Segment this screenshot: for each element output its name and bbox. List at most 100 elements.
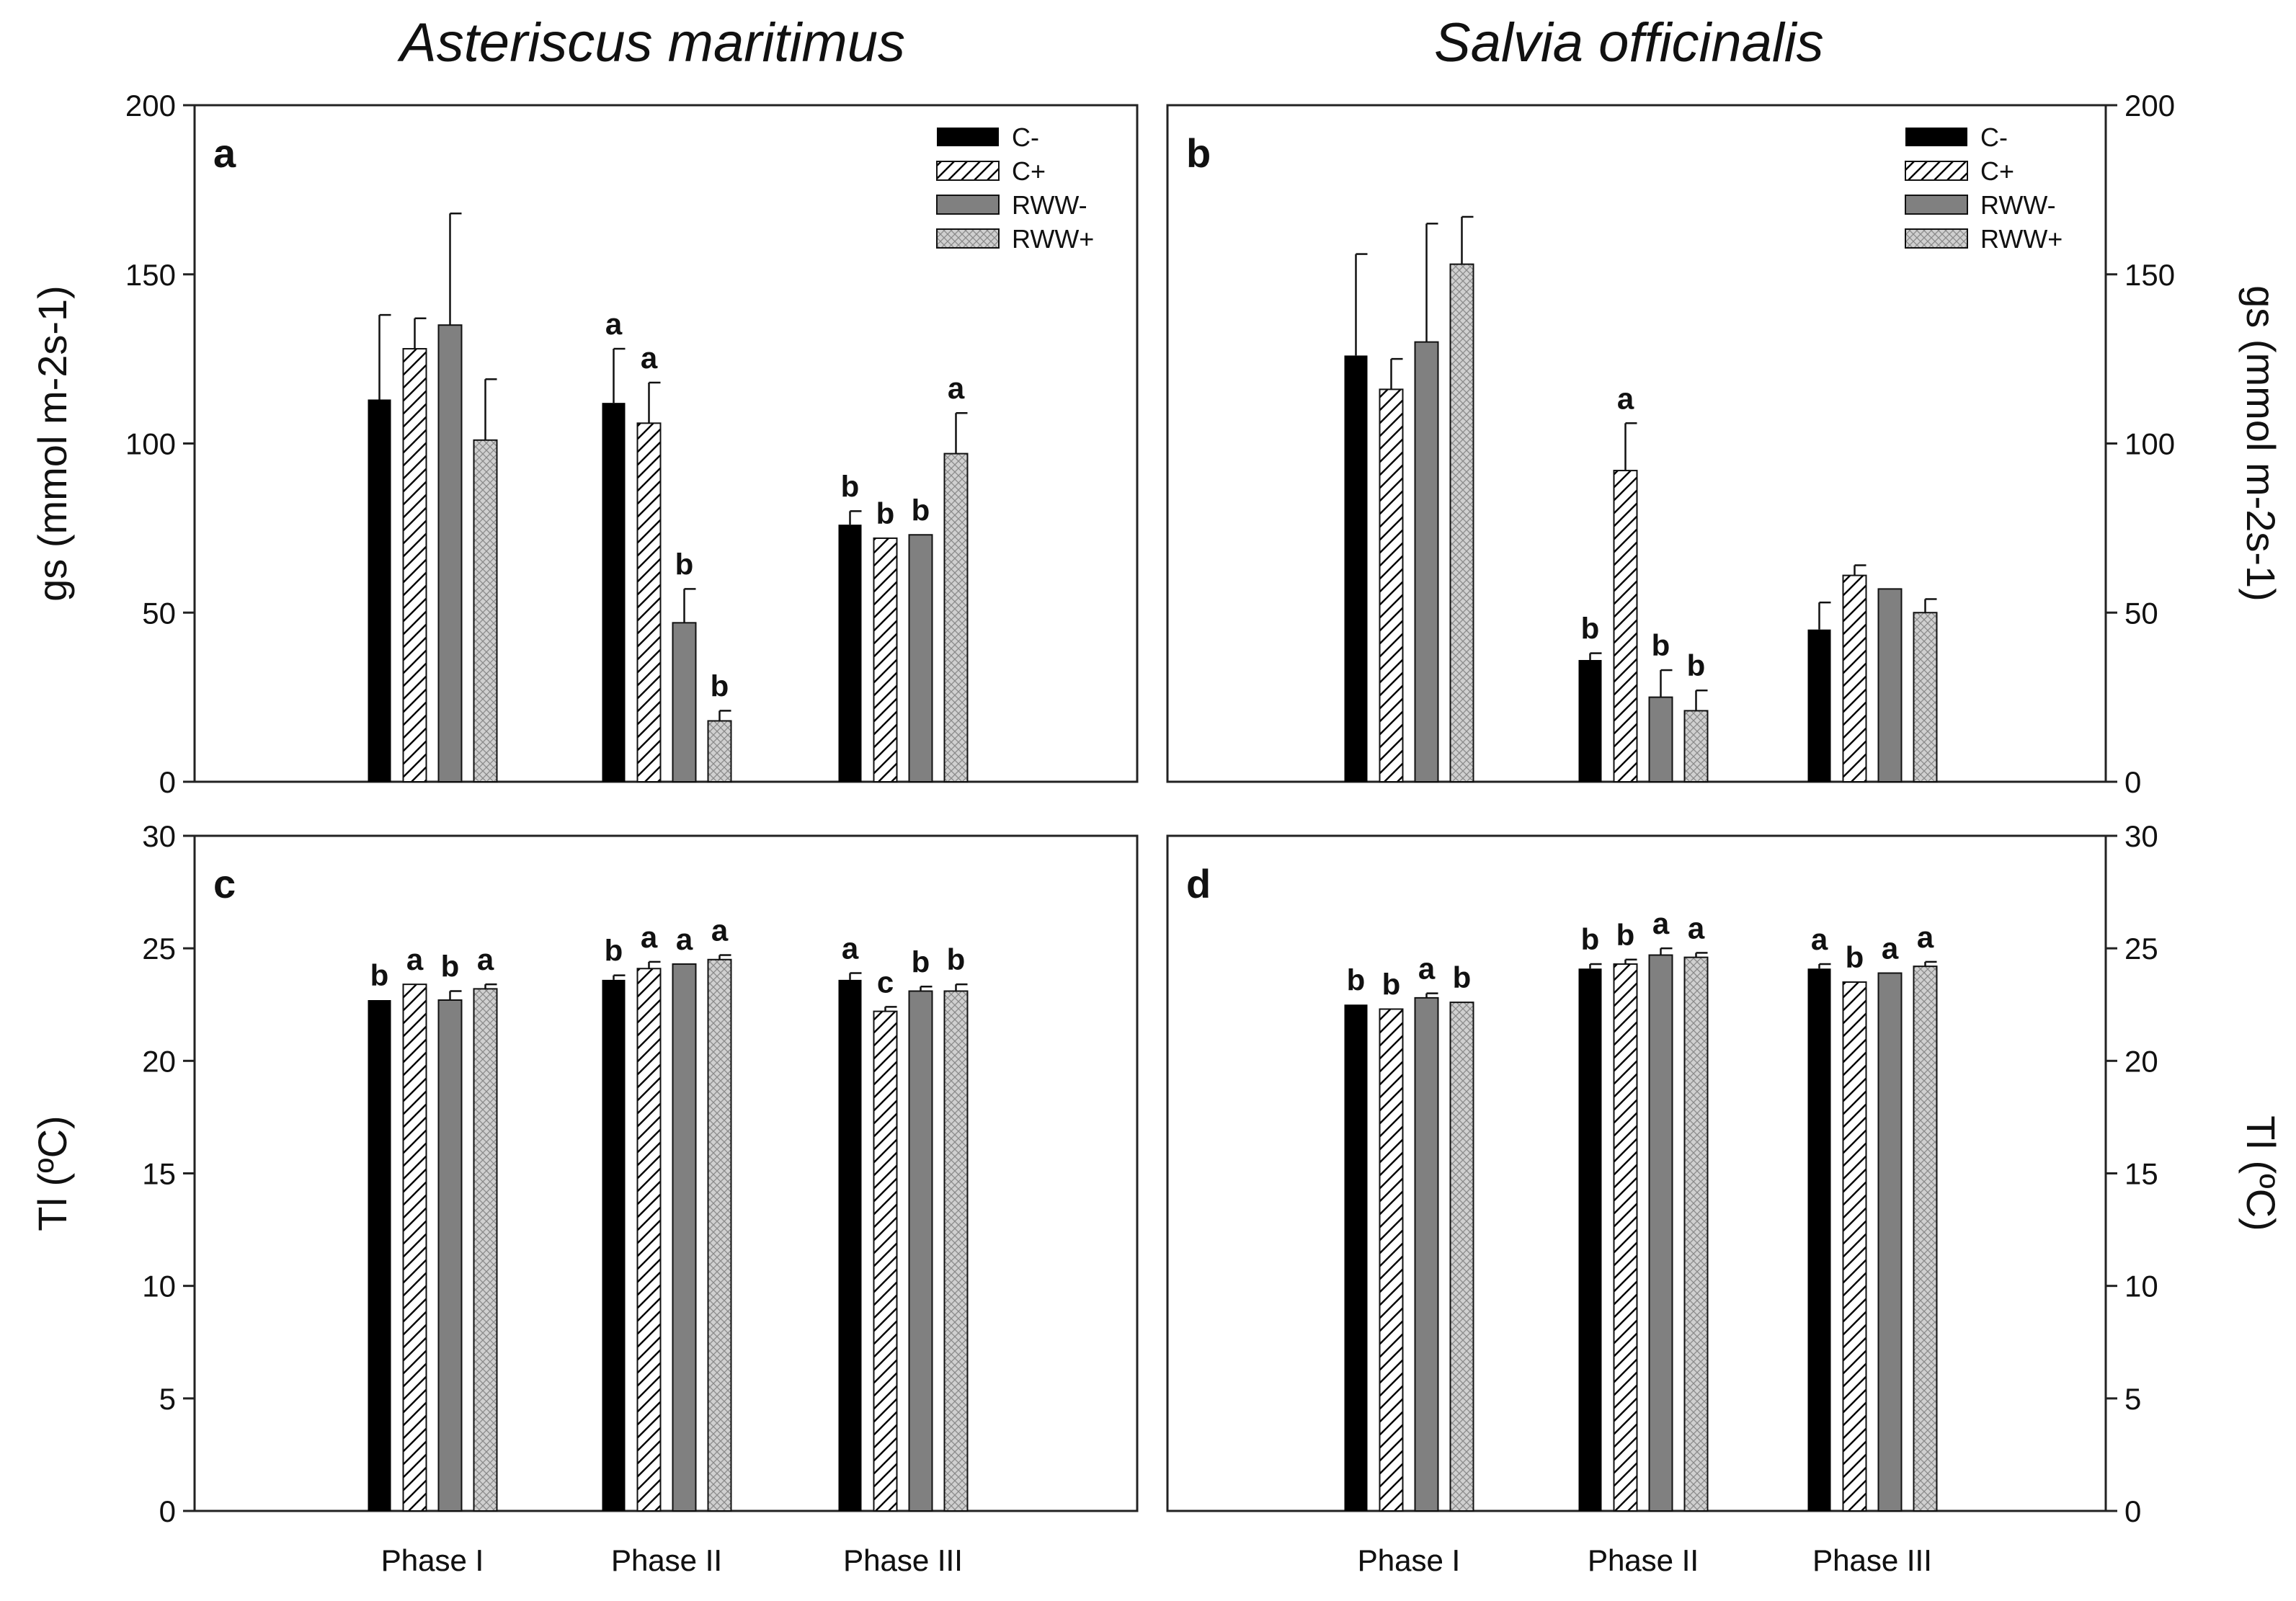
bar-c-RWWminus xyxy=(908,990,933,1512)
significance-letter-c: b xyxy=(947,942,966,976)
y-tick-label-c: 5 xyxy=(159,1382,176,1416)
bar-b-RWWplus xyxy=(1913,612,1938,782)
y-tick-label-d: 20 xyxy=(2124,1044,2158,1078)
y-axis-title-c: Tl (ºC) xyxy=(30,1115,75,1231)
bar-a-RWWplus xyxy=(473,439,498,782)
significance-letter-c: a xyxy=(711,914,729,947)
legend-swatch-b xyxy=(1905,161,1968,181)
bar-d-Cminus xyxy=(1807,968,1831,1511)
bar-a-RWWplus xyxy=(943,452,969,783)
panel-label-d: d xyxy=(1186,861,1211,906)
bar-c-Cminus xyxy=(368,1000,391,1511)
bar-a-RWWminus xyxy=(908,534,933,782)
bar-a-Cplus xyxy=(636,422,662,783)
y-tick-label-b: 0 xyxy=(2124,765,2141,799)
y-axis-title-b: gs (mmol m-2s-1) xyxy=(2238,285,2284,602)
y-tick-label-a: 200 xyxy=(125,89,176,122)
bar-a-Cplus xyxy=(402,348,427,783)
bar-c-RWWminus xyxy=(672,963,697,1512)
legend-swatch-b xyxy=(1905,228,1968,249)
x-tick-label-d: Phase II xyxy=(1588,1543,1699,1577)
bar-d-RWWminus xyxy=(1877,972,1903,1512)
legend-entry-a: C+ xyxy=(1012,156,1046,186)
y-tick-label-b: 200 xyxy=(2124,89,2175,122)
significance-letter-c: b xyxy=(912,945,930,978)
significance-letter-a: b xyxy=(675,547,694,581)
bar-c-Cplus xyxy=(402,984,427,1512)
significance-letter-a: a xyxy=(948,371,965,405)
legend-swatch-b xyxy=(1905,128,1967,146)
y-tick-label-b: 50 xyxy=(2124,596,2158,630)
bar-c-RWWminus xyxy=(437,999,463,1512)
bar-a-Cminus xyxy=(602,403,626,782)
y-tick-label-a: 100 xyxy=(125,427,176,461)
significance-letter-c: a xyxy=(842,932,859,965)
significance-letter-a: b xyxy=(912,493,930,527)
bar-d-RWWminus xyxy=(1648,954,1673,1512)
y-tick-label-b: 100 xyxy=(2124,427,2175,461)
y-tick-label-a: 0 xyxy=(159,765,176,799)
species-title-right: Salvia officinalis xyxy=(1434,12,1824,73)
significance-letter-a: b xyxy=(876,496,895,530)
legend-entry-a: RWW+ xyxy=(1012,224,1094,254)
y-tick-label-c: 20 xyxy=(142,1044,176,1078)
y-axis-title-a: gs (mmol m-2s-1) xyxy=(30,285,75,602)
y-tick-label-d: 25 xyxy=(2124,932,2158,965)
bar-d-RWWplus xyxy=(1449,1002,1474,1512)
significance-letter-b: b xyxy=(1652,628,1670,662)
panel-label-c: c xyxy=(213,861,236,906)
bar-c-RWWplus xyxy=(707,958,732,1512)
significance-letter-c: a xyxy=(641,920,658,954)
legend-entry-b: RWW- xyxy=(1980,190,2056,220)
bar-c-Cplus xyxy=(636,968,662,1512)
bar-b-Cminus xyxy=(1578,659,1602,782)
bar-a-Cplus xyxy=(873,537,898,783)
legend-swatch-a xyxy=(936,228,1000,249)
bar-a-Cminus xyxy=(368,399,391,782)
x-tick-label-a: Phase II xyxy=(611,1543,722,1577)
bar-d-Cminus xyxy=(1344,1004,1368,1511)
significance-letter-c: b xyxy=(605,934,623,968)
legend-entry-a: RWW- xyxy=(1012,190,1087,220)
y-tick-label-d: 5 xyxy=(2124,1382,2141,1416)
significance-letter-c: a xyxy=(406,942,424,976)
bar-b-Cplus xyxy=(1613,470,1638,782)
bar-c-Cplus xyxy=(873,1010,898,1512)
legend-swatch-a xyxy=(937,128,999,146)
panel-label-a: a xyxy=(213,130,236,176)
legend-entry-b: RWW+ xyxy=(1980,224,2063,254)
x-tick-label-b: Phase I xyxy=(1358,1543,1460,1577)
bar-d-RWWminus xyxy=(1414,996,1439,1512)
significance-letter-c: a xyxy=(676,922,693,956)
y-tick-label-a: 50 xyxy=(142,596,176,630)
significance-letter-a: a xyxy=(605,307,623,341)
bar-b-RWWplus xyxy=(1449,263,1474,783)
bar-b-RWWminus xyxy=(1648,696,1673,782)
y-tick-label-c: 10 xyxy=(142,1270,176,1303)
legend-entry-b: C+ xyxy=(1980,156,2014,186)
bar-d-Cminus xyxy=(1578,968,1602,1511)
significance-letter-d: b xyxy=(1581,922,1600,956)
bar-c-RWWplus xyxy=(943,990,969,1512)
y-tick-label-d: 10 xyxy=(2124,1270,2158,1303)
significance-letter-a: a xyxy=(641,341,658,375)
significance-letter-a: b xyxy=(711,669,729,703)
bar-d-Cplus xyxy=(1842,981,1867,1512)
bar-d-Cplus xyxy=(1613,963,1638,1512)
legend-entry-b: C- xyxy=(1980,122,2008,152)
y-tick-label-c: 0 xyxy=(159,1494,176,1528)
bar-c-Cminus xyxy=(602,979,626,1511)
bar-b-Cminus xyxy=(1807,629,1831,782)
x-tick-label-a: Phase III xyxy=(843,1543,963,1577)
bar-a-RWWplus xyxy=(707,720,732,782)
bar-b-RWWminus xyxy=(1877,588,1903,782)
bar-c-RWWplus xyxy=(473,988,498,1512)
bar-b-Cplus xyxy=(1379,388,1404,782)
significance-letter-d: a xyxy=(1418,952,1436,986)
y-axis-title-d: Tl (ºC) xyxy=(2238,1115,2284,1231)
legend-swatch-a xyxy=(936,161,1000,181)
y-tick-label-c: 30 xyxy=(142,819,176,853)
significance-letter-d: b xyxy=(1846,940,1864,974)
significance-letter-b: b xyxy=(1687,648,1706,682)
